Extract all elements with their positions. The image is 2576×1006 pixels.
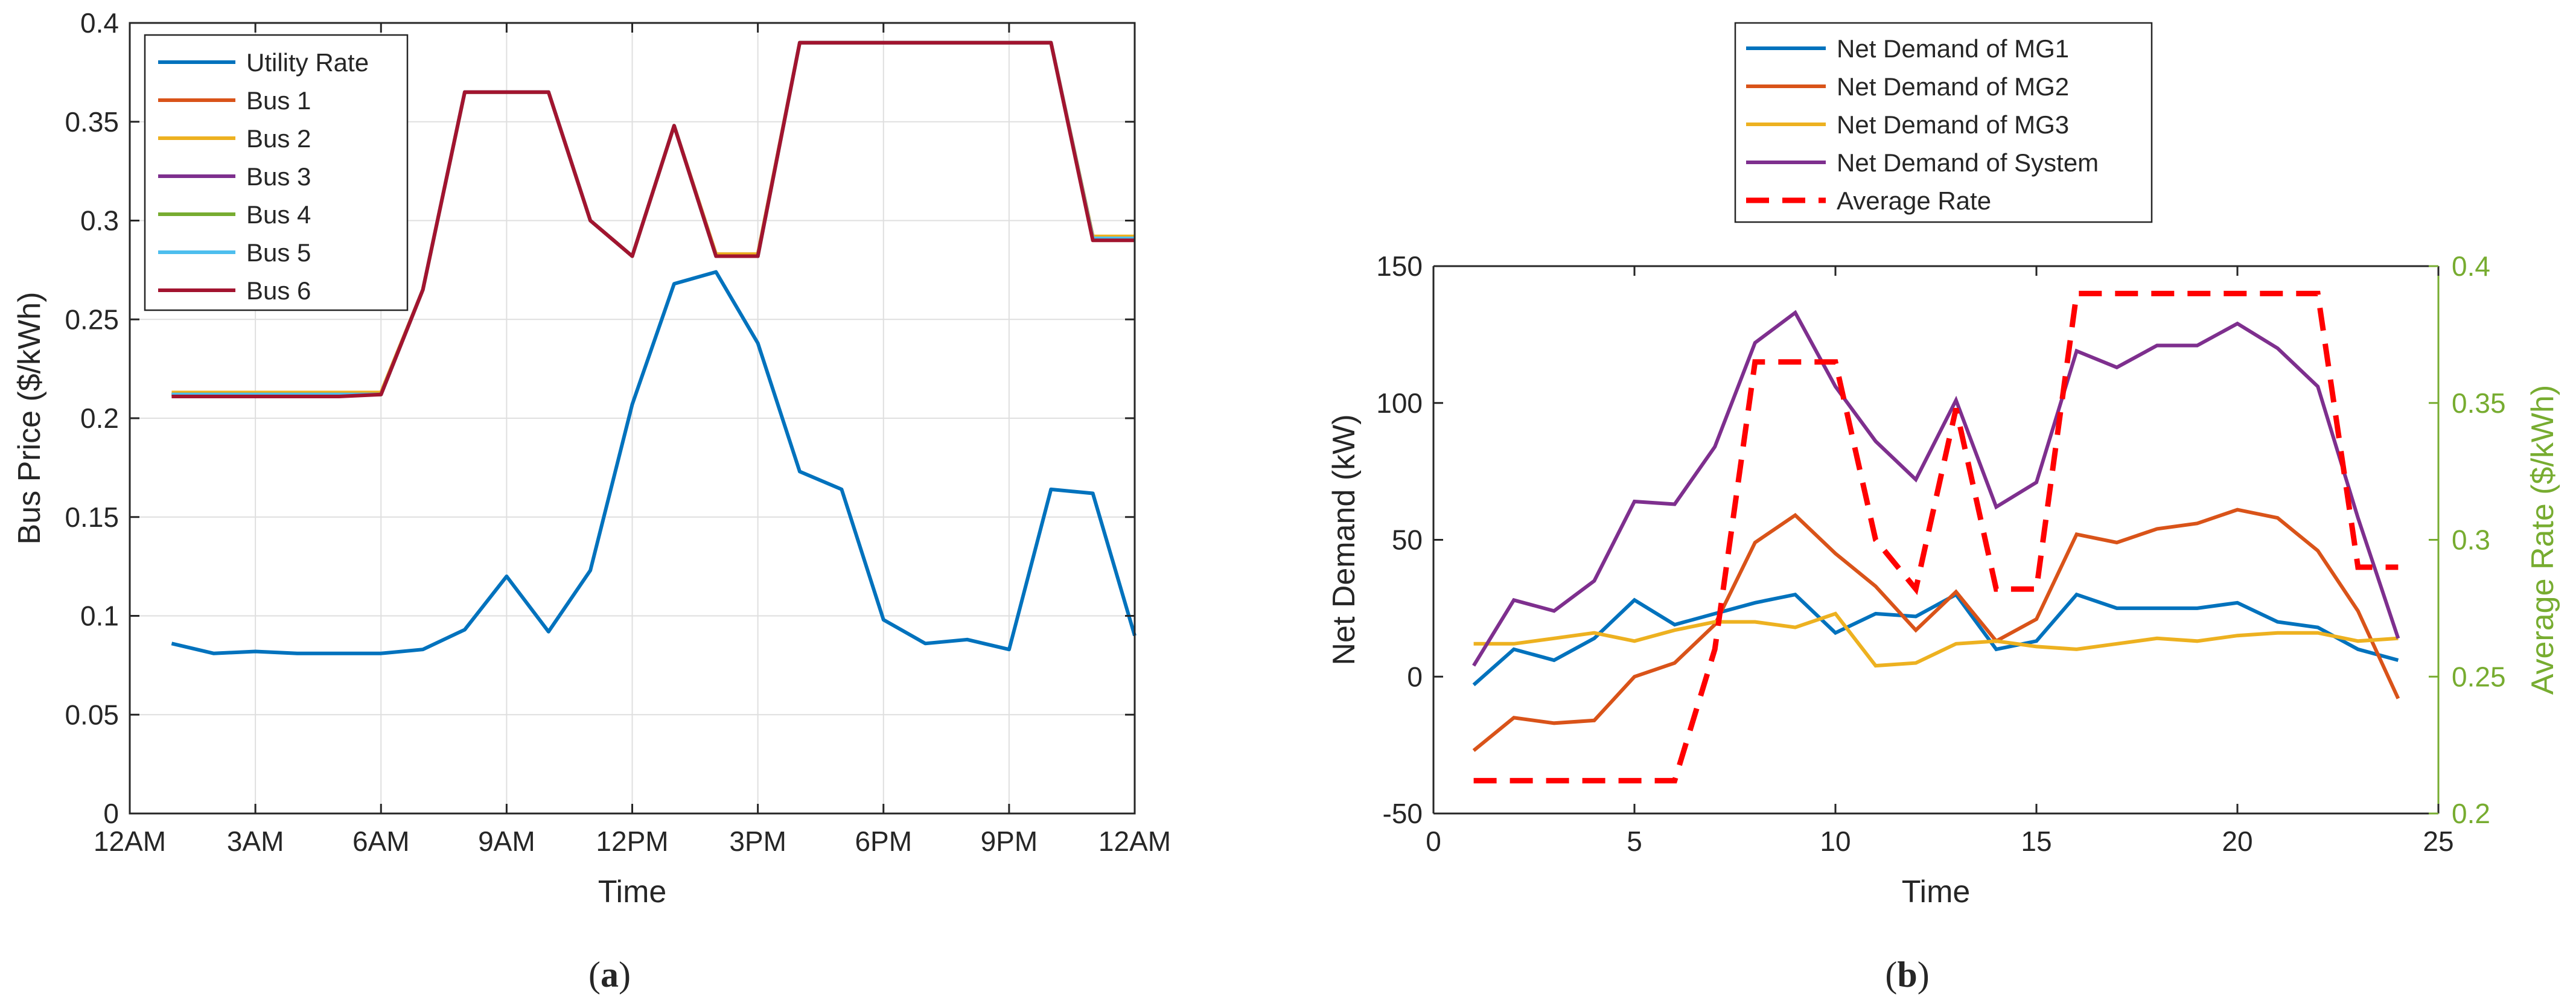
legend-label-b-4: Net Demand of System bbox=[1837, 148, 2099, 177]
x-tick-label-a: 9AM bbox=[478, 826, 535, 857]
y-tick-label-b: 0 bbox=[1407, 661, 1423, 692]
y-right-tick-label-b: 0.4 bbox=[2452, 250, 2490, 282]
y-tick-label-a: 0.4 bbox=[80, 7, 119, 39]
plot-area-b bbox=[1433, 266, 2438, 813]
x-tick-label-b: 5 bbox=[1627, 826, 1642, 857]
x-tick-label-a: 12AM bbox=[94, 826, 166, 857]
x-tick-label-b: 10 bbox=[1820, 826, 1851, 857]
y-axis-label-a: Bus Price ($/kWh) bbox=[12, 292, 47, 545]
legend-label-a-2: Bus 1 bbox=[246, 86, 311, 115]
x-tick-label-b: 25 bbox=[2423, 826, 2453, 857]
chart-a: 12AM 3AM 6AM 9AM 12PM 3PM 6PM 9PM 12AM00.050.10.… bbox=[12, 7, 1171, 909]
y-tick-label-a: 0.35 bbox=[65, 106, 119, 138]
legend-label-a-6: Bus 5 bbox=[246, 238, 311, 267]
y-right-tick-label-b: 0.25 bbox=[2452, 661, 2506, 692]
series-line-a-1 bbox=[171, 270, 1137, 655]
y-tick-label-b: 150 bbox=[1376, 250, 1423, 282]
legend-label-b-2: Net Demand of MG2 bbox=[1837, 72, 2069, 101]
y-tick-label-a: 0.1 bbox=[80, 600, 119, 632]
chart-b: 0 5 10 15 20 25-500501001500.20.250.30.350.4T… bbox=[1327, 22, 2560, 909]
x-tick-label-a: 9PM bbox=[981, 826, 1038, 857]
y-tick-label-a: 0.15 bbox=[65, 501, 119, 533]
series-line-b-2 bbox=[1472, 508, 2400, 753]
x-tick-label-a: 3PM bbox=[729, 826, 786, 857]
y-right-tick-label-b: 0.35 bbox=[2452, 387, 2506, 419]
legend-a: Utility Rate Bus 1 Bus 2 Bus 3 Bus 4 Bus 5 Bus… bbox=[144, 34, 409, 311]
y-right-tick-label-b: 0.2 bbox=[2452, 798, 2490, 829]
legend-label-a-5: Bus 4 bbox=[246, 200, 311, 229]
x-tick-label-a: 6AM bbox=[352, 826, 410, 857]
legend-label-b-3: Net Demand of MG3 bbox=[1837, 110, 2069, 139]
x-tick-label-b: 15 bbox=[2021, 826, 2052, 857]
x-tick-label-b: 0 bbox=[1426, 826, 1441, 857]
series-line-b-1 bbox=[1472, 592, 2399, 687]
caption-a: (a) bbox=[588, 955, 631, 995]
y-tick-label-a: 0 bbox=[103, 798, 119, 829]
legend-label-a-4: Bus 3 bbox=[246, 162, 311, 191]
y-tick-label-b: 100 bbox=[1376, 387, 1423, 419]
legend-label-b-5: Average Rate bbox=[1837, 186, 1991, 215]
y-tick-label-a: 0.2 bbox=[80, 403, 119, 434]
y-tick-label-a: 0.05 bbox=[65, 699, 119, 730]
series-line-a-7 bbox=[171, 40, 1135, 398]
y-right-tick-label-b: 0.3 bbox=[2452, 524, 2490, 556]
legend-box-a bbox=[144, 34, 409, 311]
legend-b: Net Demand of MG1 Net Demand of MG2 Net De… bbox=[1734, 22, 2153, 223]
series-line-b-3 bbox=[1473, 611, 2399, 668]
x-axis-label-a: Time bbox=[598, 874, 667, 909]
y-tick-label-b: -50 bbox=[1383, 798, 1423, 829]
x-tick-label-b: 20 bbox=[2222, 826, 2252, 857]
y-tick-label-a: 0.25 bbox=[65, 304, 119, 335]
x-tick-label-a: 12PM bbox=[596, 826, 668, 857]
y-right-axis-label-b: Average Rate ($/kWh) bbox=[2525, 385, 2560, 695]
caption-b: (b) bbox=[1885, 955, 1929, 995]
legend-label-a-3: Bus 2 bbox=[246, 124, 311, 153]
legend-label-b-1: Net Demand of MG1 bbox=[1837, 34, 2069, 63]
x-tick-label-a: 3AM bbox=[227, 826, 284, 857]
y-tick-label-a: 0.3 bbox=[80, 205, 119, 237]
y-axis-label-b: Net Demand (kW) bbox=[1327, 414, 1362, 665]
x-tick-label-a: 6PM bbox=[855, 826, 912, 857]
x-tick-label-a: 12AM bbox=[1098, 826, 1171, 857]
legend-label-a-7: Bus 6 bbox=[246, 276, 311, 305]
series-line-b-5 bbox=[1473, 290, 2399, 784]
x-axis-label-b: Time bbox=[1902, 874, 1971, 909]
y-tick-label-b: 50 bbox=[1392, 524, 1423, 556]
series-line-b-4 bbox=[1472, 310, 2400, 667]
legend-label-a-1: Utility Rate bbox=[246, 48, 369, 77]
